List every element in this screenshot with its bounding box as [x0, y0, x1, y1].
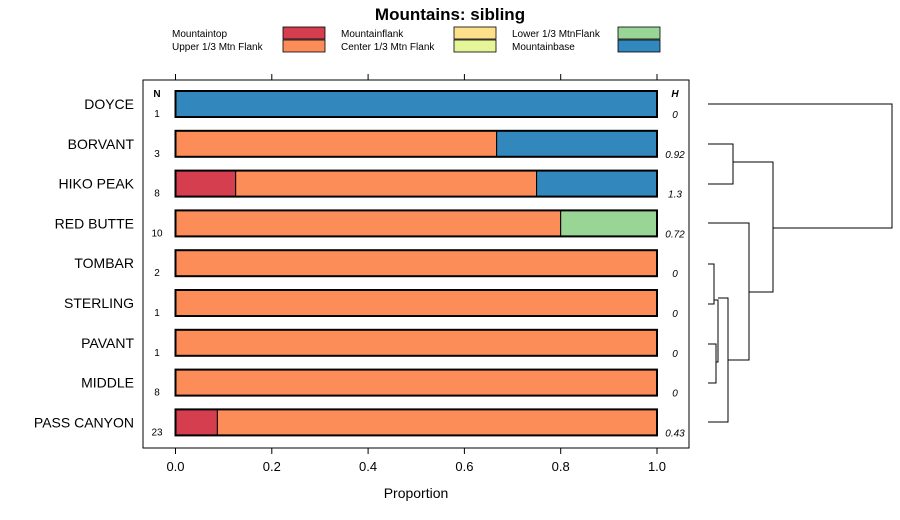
n-values: 1 3 8 10 2 1 1 8 23	[151, 109, 163, 438]
legend-swatch-mountainbase	[617, 39, 661, 53]
h-value-tombar: 0	[672, 269, 678, 280]
bar-sterling-upper-1-3-mtn-flank	[175, 289, 658, 317]
bar-middle-upper-1-3-mtn-flank	[175, 369, 658, 397]
chart-title: Mountains: sibling	[375, 5, 525, 24]
x-axis: 0.0 0.2 0.4 0.6 0.8 1.0	[166, 74, 666, 474]
dendrogram-branch-tombar-sterling	[708, 263, 715, 305]
legend-label-upper-1-3-mtn-flank: Upper 1/3 Mtn Flank	[172, 42, 264, 53]
bar-pavant-upper-1-3-mtn-flank	[175, 329, 658, 357]
legend-swatch-center-1-3-mtn-flank	[453, 39, 497, 53]
bar-hiko-peak-mountaintop	[175, 170, 237, 198]
h-value-borvant: 0.92	[665, 150, 685, 161]
bars-group	[174, 90, 658, 437]
bar-pass-canyon-mountaintop	[175, 408, 218, 436]
n-value-red-butte: 10	[151, 228, 163, 239]
legend-swatch-lower-1-3-mtnflank	[617, 26, 661, 40]
bar-pass-canyon-upper-1-3-mtn-flank	[216, 408, 658, 436]
bar-outline-hiko-peak	[174, 169, 658, 198]
bar-outline-middle	[174, 368, 658, 397]
legend-swatch-upper-1-3-mtn-flank	[282, 39, 326, 53]
bar-red-butte-lower-1-3-mtnflank	[560, 209, 658, 237]
bar-outline-doyce	[174, 90, 658, 118]
bar-red-butte-upper-1-3-mtn-flank	[175, 209, 562, 237]
dendrogram	[708, 103, 893, 423]
x-tick-label-0-2: 0.2	[263, 459, 281, 474]
n-value-pavant: 1	[154, 348, 160, 359]
legend-label-mountaintop: Mountaintop	[172, 29, 227, 40]
dendrogram-branch-mid-group	[714, 299, 719, 363]
legend-label-mountainbase: Mountainbase	[512, 42, 575, 53]
bar-outline-sterling	[174, 289, 658, 317]
n-value-pass-canyon: 23	[151, 427, 163, 438]
n-column-header: N	[153, 89, 160, 100]
h-values: 0 0.92 1.3 0.72 0 0 0 0 0.43	[665, 110, 685, 439]
bar-tombar-upper-1-3-mtn-flank	[175, 249, 658, 277]
h-value-pavant: 0	[672, 349, 678, 360]
h-column-header: H	[671, 89, 679, 100]
legend-swatch-mountaintop	[282, 26, 326, 40]
category-labels: DOYCE BORVANT HIKO PEAK RED BUTTE TOMBAR STER…	[34, 96, 135, 430]
category-label-doyce: DOYCE	[84, 96, 134, 112]
category-label-sterling: STERLING	[64, 295, 134, 311]
legend: Mountaintop Upper 1/3 Mtn Flank Mountainfl…	[172, 26, 661, 53]
dendrogram-branch-pavant-middle	[708, 343, 717, 384]
category-label-tombar: TOMBAR	[74, 255, 134, 271]
bar-hiko-peak-upper-1-3-mtn-flank	[235, 170, 538, 198]
h-value-pass-canyon: 0.43	[665, 428, 685, 439]
n-value-middle: 8	[154, 388, 160, 399]
h-value-sterling: 0	[672, 309, 678, 320]
legend-swatch-mountainflank	[453, 26, 497, 40]
h-value-hiko-peak: 1.3	[668, 190, 682, 201]
bar-hiko-peak-mountainbase	[536, 170, 658, 198]
bar-outline-pass-canyon	[174, 408, 658, 437]
plot-panel	[142, 79, 690, 449]
legend-label-lower-1-3-mtnflank: Lower 1/3 MtnFlank	[512, 29, 601, 40]
dendrogram-branch-borvant-hiko	[708, 143, 734, 185]
bar-outline-tombar	[174, 249, 658, 278]
legend-label-center-1-3-mtn-flank: Center 1/3 Mtn Flank	[341, 42, 435, 53]
category-label-middle: MIDDLE	[81, 375, 134, 391]
x-tick-label-0-8: 0.8	[552, 459, 570, 474]
x-tick-label-0-6: 0.6	[455, 459, 473, 474]
n-value-sterling: 1	[154, 308, 160, 319]
x-axis-title: Proportion	[384, 485, 449, 501]
n-value-tombar: 2	[154, 268, 160, 279]
h-value-doyce: 0	[672, 110, 678, 121]
category-label-hiko-peak: HIKO PEAK	[59, 176, 135, 192]
category-label-red-butte: RED BUTTE	[55, 215, 134, 231]
h-value-middle: 0	[672, 389, 678, 400]
x-tick-label-1-0: 1.0	[648, 459, 666, 474]
bar-borvant-mountainbase	[496, 130, 658, 158]
bar-outline-pavant	[174, 328, 658, 357]
bar-outline-borvant	[174, 129, 658, 158]
x-tick-label-0-0: 0.0	[166, 459, 184, 474]
dendrogram-branch-root	[708, 103, 893, 229]
category-label-pavant: PAVANT	[81, 335, 134, 351]
h-value-red-butte: 0.72	[665, 229, 685, 240]
dendrogram-branch-lower-group	[733, 161, 774, 293]
n-value-borvant: 3	[154, 149, 160, 160]
n-value-doyce: 1	[154, 109, 160, 120]
legend-label-mountainflank: Mountainflank	[341, 29, 404, 40]
bar-doyce-mountainbase	[175, 90, 658, 118]
n-value-hiko-peak: 8	[154, 189, 160, 200]
category-label-borvant: BORVANT	[68, 136, 135, 152]
x-tick-label-0-4: 0.4	[359, 459, 377, 474]
category-label-pass-canyon: PASS CANYON	[34, 414, 134, 430]
bar-outline-red-butte	[174, 209, 658, 238]
bar-borvant-upper-1-3-mtn-flank	[175, 130, 498, 158]
